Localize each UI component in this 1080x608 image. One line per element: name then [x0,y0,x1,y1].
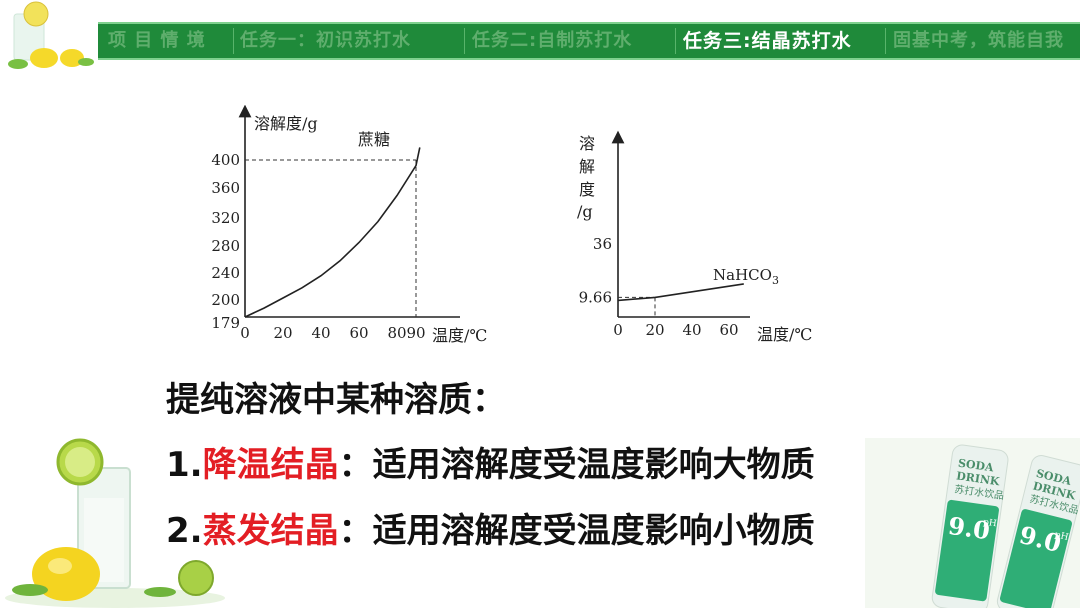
nahco3-series-label: NaHCO3 [713,266,779,287]
sucrose-solubility-curve [244,147,421,318]
tab-exam-practice[interactable]: 固基中考，筑能自我 [893,30,1064,51]
sucrose-y-tick-400: 400 [211,151,240,169]
nahco3-chart-ylabel-4: /g [577,202,593,221]
sucrose-y-tick-240: 240 [211,264,240,282]
nahco3-chart-axes [611,130,750,318]
sucrose-x-tick-80: 80 [387,324,406,342]
bottle-one-label-drink: DRINK [955,469,1000,488]
method-two-line: 2.蒸发结晶：适用溶解度受温度影响小物质 [166,503,815,552]
method-two-description: ：适用溶解度受温度影响小物质 [338,511,815,551]
sucrose-y-tick-200: 200 [211,291,240,309]
nahco3-chart-ylabel-1: 溶 [579,134,595,153]
tab-task-one[interactable]: 任务一：初识苏打水 [240,30,411,51]
sucrose-solubility-chart: 溶解度/g 温度/℃ 蔗糖 0 20 40 60 80 90 179 200 240 280 32… [211,105,487,345]
nahco3-y-tick-9.66: 9.66 [579,288,612,306]
sucrose-y-tick-360: 360 [211,179,240,197]
sucrose-chart-axes [238,105,460,318]
task-navigation-bar: 项 目 情 境 任务一：初识苏打水 任务二:自制苏打水 任务三:结晶苏打水 固基… [98,22,1080,60]
lemon-glass-decoration-top [8,1,94,69]
nahco3-x-tick-0: 0 [613,321,623,339]
sucrose-chart-xlabel: 温度/℃ [432,326,487,345]
method-one-line: 1.降温结晶：适用溶解度受温度影响大物质 [166,437,815,486]
purification-heading: 提纯溶液中某种溶质： [166,380,506,420]
sucrose-x-tick-40: 40 [311,324,330,342]
tab-project-context[interactable]: 项 目 情 境 [108,30,206,51]
tab-task-two[interactable]: 任务二:自制苏打水 [472,30,633,51]
tab-task-three[interactable]: 任务三:结晶苏打水 [683,30,852,52]
sucrose-x-tick-60: 60 [349,324,368,342]
sucrose-x-tick-0: 0 [240,324,250,342]
method-one-description: ：适用溶解度受温度影响大物质 [338,445,815,485]
nahco3-y-tick-36: 36 [593,235,612,253]
sucrose-y-tick-179: 179 [211,314,240,332]
method-one-number: 1. [166,445,203,485]
method-two-number: 2. [166,511,203,551]
sucrose-series-label: 蔗糖 [358,130,390,149]
method-two-name: 蒸发结晶 [202,511,339,551]
sucrose-y-tick-280: 280 [211,237,240,255]
nahco3-chart-xlabel: 温度/℃ [757,325,812,344]
nahco3-chart-ylabel-2: 解 [579,157,595,176]
lemon-glass-decoration-bottom [5,438,225,608]
sucrose-x-tick-20: 20 [273,324,292,342]
bottle-one-ph-unit: pH [982,518,997,530]
nahco3-x-tick-40: 40 [682,321,701,339]
nahco3-x-tick-20: 20 [645,321,664,339]
nahco3-solubility-line [617,283,744,302]
method-one-name: 降温结晶 [202,445,339,485]
bottle-one-label-soda: SODA [957,457,995,475]
sucrose-y-tick-320: 320 [211,209,240,227]
sucrose-x-tick-90: 90 [406,324,425,342]
sucrose-chart-ylabel: 溶解度/g [254,114,318,133]
nahco3-chart-ylabel-3: 度 [579,180,595,199]
nahco3-x-tick-60: 60 [719,321,738,339]
nahco3-solubility-chart: 溶 解 度 /g 温度/℃ NaHCO3 0 20 40 60 9.66 36 [577,130,812,344]
bottle-one-ph-value: 9.0 [946,511,991,546]
bottle-two-ph-unit: pH [1054,530,1070,543]
soda-bottles-decoration: SODA DRINK 苏打水饮品 9.0 pH SODA DRINK 苏打水饮品… [865,438,1080,608]
